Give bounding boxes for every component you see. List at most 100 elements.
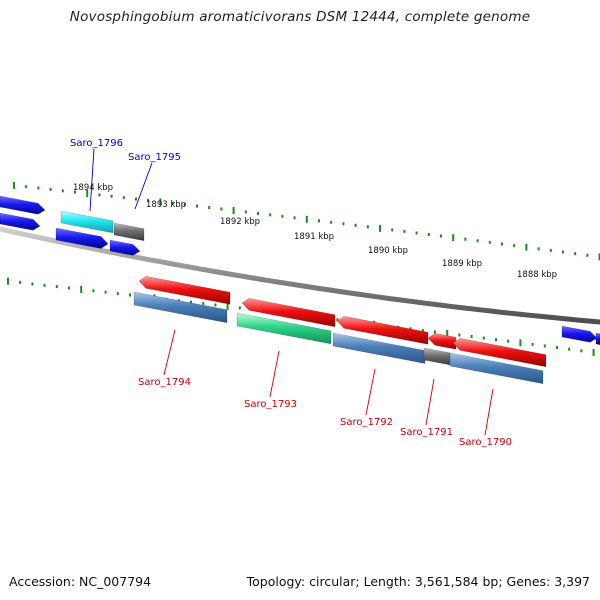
gene-arrow [55,227,109,249]
tick-mark [61,189,64,193]
gene-label-saro-1791: Saro_1791 [400,427,453,438]
tick-mark [586,253,589,257]
gene-arrow [452,337,547,368]
tick-mark [86,190,89,197]
tick-mark [452,234,455,242]
tick-mark [43,283,46,287]
tick-mark [434,330,436,334]
gene-label-saro-1790: Saro_1790 [459,437,512,448]
tick-mark [501,242,503,246]
tick-mark [196,204,198,208]
tick-mark [49,187,52,191]
tick-mark [269,213,272,217]
gene-arrow [138,275,231,305]
leader-line [425,378,435,426]
tick-mark [549,248,552,252]
tick-mark [464,237,467,241]
gene-arrow [595,332,600,346]
genome-title: Novosphingobium aromaticivorans DSM 1244… [69,9,531,25]
backbone-layer [0,226,600,325]
tick-mark [379,224,381,232]
tick-mark [232,207,235,214]
tick-mark [403,229,406,233]
tick-mark [531,342,534,346]
accession-text: Accession: NC_007794 [9,574,152,589]
tick-mark [525,243,528,251]
tick-mark [92,289,95,293]
tick-mark [537,247,540,251]
tick-mark [214,303,217,307]
tick-mark [208,206,211,210]
tick-mark [226,303,229,310]
gene-saro-1792 [332,332,426,364]
tick-mark [507,339,510,343]
gene-label-saro-1793: Saro_1793 [244,399,297,410]
tick-mark [104,290,107,294]
gene-label-saro-1792: Saro_1792 [340,417,393,428]
tick-mark [220,207,223,211]
tick-mark [122,196,125,200]
tick-mark [574,252,577,256]
tick-mark [129,293,131,297]
tick-mark [135,197,137,201]
tick-mark [592,348,595,356]
tick-mark [513,244,516,248]
tick-mark [244,210,247,214]
scale-label: 1891 kbp [294,232,334,242]
leader-line [163,329,176,376]
tick-mark [293,216,296,220]
gene-label-saro-1796: Saro_1796 [70,138,123,149]
tick-mark [598,253,600,261]
tick-mark [183,203,186,207]
tick-mark [336,318,339,322]
tick-mark [556,346,558,350]
tick-mark [238,306,241,310]
tick-mark [31,282,34,286]
tick-mark [281,214,284,218]
tick-mark [37,186,40,190]
tick-mark [543,344,546,348]
gene-arrow [427,332,457,350]
tick-mark [257,211,259,215]
tick-mark [354,223,357,227]
tick-mark [409,327,412,331]
tick-mark [495,338,497,342]
tick-mark [80,285,83,293]
tick-mark [421,328,424,332]
gene-layer [0,195,600,385]
tick-mark [68,286,70,290]
gene-arrow [109,239,141,256]
tick-mark [440,234,442,238]
tick-mark [458,333,461,337]
tick-mark [318,219,320,223]
gene-arrow [336,315,429,345]
leader-line [134,162,153,210]
tick-mark [482,336,485,340]
tick-mark [13,181,15,189]
upper-tick-track [13,181,600,261]
tick-mark [98,193,101,197]
tick-mark [415,231,418,235]
leader-line-layer [89,148,494,436]
tick-mark [74,190,76,194]
gene-label-saro-1794: Saro_1794 [138,377,191,388]
topology-summary: Topology: circular; Length: 3,561,584 bp… [246,574,590,589]
tick-mark [446,329,449,337]
tick-mark [7,277,9,285]
tick-mark [116,292,119,296]
scale-label: 1888 kbp [517,270,557,280]
tick-mark [519,339,522,347]
tick-mark [470,335,473,338]
tick-mark [391,228,394,232]
genome-backbone [0,226,600,325]
tick-mark [171,201,174,205]
leader-line [269,350,280,398]
scale-label: 1889 kbp [442,259,482,269]
tick-mark [488,240,491,244]
scale-label: 1892 kbp [220,217,260,227]
leader-line [89,148,95,212]
tick-mark [190,300,192,304]
scale-label: 1890 kbp [368,246,408,256]
tick-mark [330,220,333,224]
